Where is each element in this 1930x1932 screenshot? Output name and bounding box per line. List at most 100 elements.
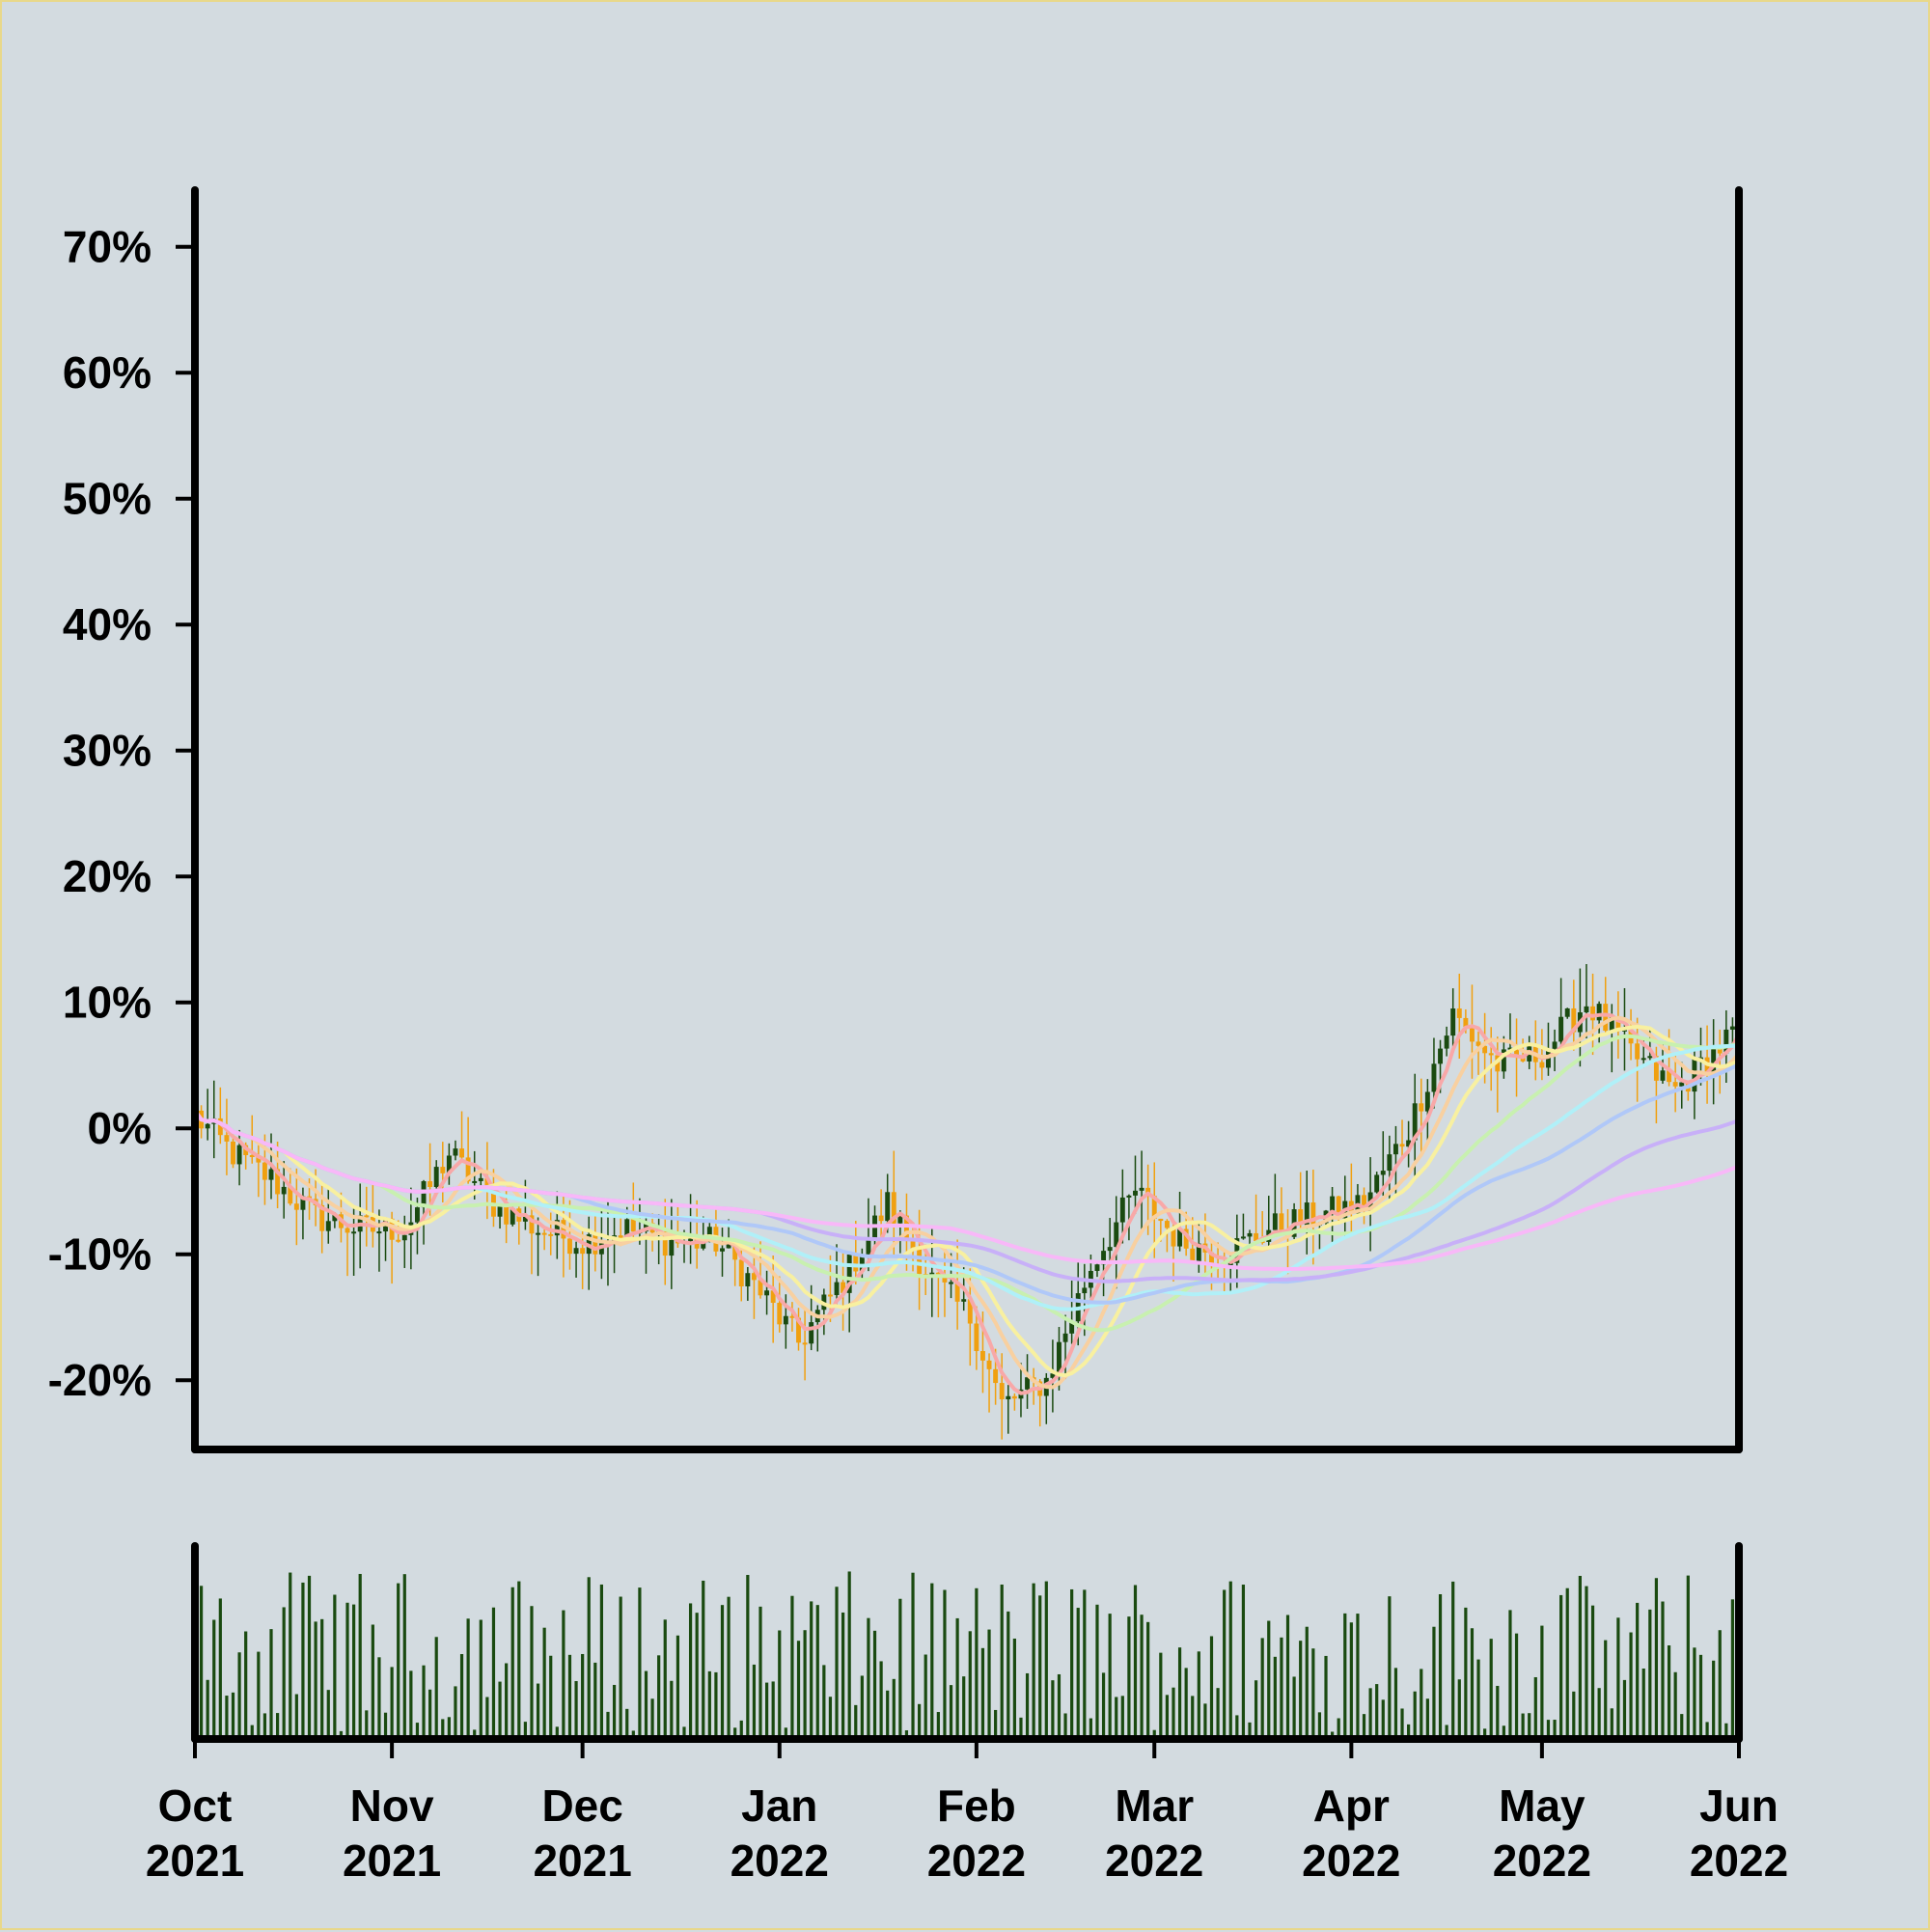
volume-bar <box>466 1618 470 1739</box>
volume-bar <box>644 1670 648 1739</box>
candle-up <box>325 1221 331 1231</box>
volume-bar <box>1356 1614 1360 1739</box>
volume-bar <box>1407 1724 1411 1739</box>
volume-bar <box>244 1631 248 1739</box>
x-tick-label-month: Oct <box>158 1780 233 1831</box>
x-tick-label-year: 2022 <box>1690 1835 1788 1886</box>
volume-bar <box>778 1630 782 1739</box>
candle-down <box>504 1204 510 1225</box>
volume-bar <box>1089 1718 1092 1739</box>
volume-bar <box>447 1717 451 1739</box>
volume-bar <box>206 1679 209 1739</box>
volume-bar <box>1146 1621 1150 1739</box>
volume-bar <box>1413 1691 1417 1739</box>
volume-bar <box>1496 1685 1500 1739</box>
candle-down <box>853 1254 859 1272</box>
volume-bar <box>1285 1615 1290 1739</box>
candle-up <box>1069 1321 1075 1334</box>
candle-up <box>1392 1144 1398 1155</box>
volume-bar <box>1483 1728 1487 1739</box>
x-tick-label-year: 2021 <box>533 1835 631 1886</box>
volume-bar <box>771 1681 775 1739</box>
candle-down <box>529 1215 535 1234</box>
candle-up <box>688 1236 694 1242</box>
candle-up <box>1723 1029 1729 1054</box>
candle-up <box>1101 1251 1107 1265</box>
volume-bar <box>650 1698 654 1739</box>
candlesticks <box>192 964 1742 1440</box>
volume-bar <box>638 1587 642 1739</box>
volume-bar <box>562 1610 565 1739</box>
volume-bar <box>1693 1647 1696 1739</box>
volume-bar <box>828 1697 833 1739</box>
candle-up <box>478 1177 483 1181</box>
candle-up <box>1711 1047 1717 1075</box>
volume-bar <box>1349 1622 1353 1739</box>
volume-bar <box>1622 1679 1627 1739</box>
candle-up <box>205 1123 210 1129</box>
candle-up <box>720 1248 725 1252</box>
volume-bar <box>1686 1575 1690 1739</box>
volume-bar <box>459 1654 464 1739</box>
y-tick-label: 40% <box>63 599 152 649</box>
volume-bar <box>1528 1713 1531 1739</box>
candle-down <box>1336 1196 1341 1219</box>
volume-bar <box>746 1574 750 1739</box>
y-axis-ticks: 70% 60% 50% 40% 30% 20% 10% 0% -10% -20% <box>48 222 195 1405</box>
volume-bar <box>1546 1720 1551 1739</box>
volume-bar <box>841 1612 845 1739</box>
volume-bar <box>345 1602 349 1739</box>
x-tick-label-year: 2022 <box>1302 1835 1400 1886</box>
y-tick-label: 30% <box>63 726 152 776</box>
candle-down <box>1183 1228 1189 1249</box>
candle-up <box>1729 1026 1735 1030</box>
candle-down <box>1635 1043 1640 1060</box>
candle-down <box>993 1368 999 1384</box>
candle-down <box>1539 1062 1545 1068</box>
volume-bar <box>555 1726 559 1739</box>
candle-down <box>1717 1047 1723 1054</box>
candle-up <box>1431 1063 1437 1092</box>
candle-up <box>1558 1016 1564 1042</box>
moving-average-lines <box>193 1012 1741 1395</box>
x-tick-label-year: 2022 <box>927 1835 1026 1886</box>
candle-down <box>1254 1232 1259 1242</box>
volume-bar <box>1120 1696 1124 1739</box>
volume-bar <box>847 1571 851 1739</box>
candle-up <box>866 1237 871 1256</box>
candle-up <box>1272 1213 1278 1230</box>
volume-bar <box>670 1680 674 1739</box>
candle-up <box>949 1282 953 1284</box>
volume-bar <box>1661 1601 1665 1739</box>
volume-bar <box>599 1584 603 1739</box>
volume-bar <box>733 1727 737 1739</box>
ma-15-line <box>193 1025 1741 1378</box>
volume-bar <box>1337 1718 1340 1739</box>
candle-down <box>777 1302 783 1325</box>
volume-bar <box>892 1678 896 1739</box>
candle-down <box>288 1186 293 1204</box>
candle-up <box>1640 1058 1646 1061</box>
y-tick-label: 50% <box>63 474 152 524</box>
candle-down <box>293 1203 299 1210</box>
volume-bar <box>1184 1668 1188 1739</box>
volume-bar <box>949 1685 953 1739</box>
candle-down <box>1399 1144 1405 1147</box>
volume-bar <box>567 1654 572 1739</box>
volume-bar <box>231 1692 235 1739</box>
volume-bar <box>1432 1626 1436 1739</box>
candle-up <box>1609 1016 1614 1032</box>
candle-down <box>249 1154 255 1157</box>
volume-bar <box>695 1613 699 1739</box>
candle-up <box>1177 1228 1183 1247</box>
x-tick-label-month: Jun <box>1699 1780 1778 1831</box>
candle-down <box>1571 1007 1577 1033</box>
candle-up <box>1094 1264 1100 1271</box>
candle-down <box>935 1272 941 1276</box>
volume-bar <box>739 1720 743 1739</box>
volume-bar <box>930 1583 934 1739</box>
volume-bar <box>1610 1708 1613 1739</box>
volume-bar <box>1108 1614 1112 1739</box>
